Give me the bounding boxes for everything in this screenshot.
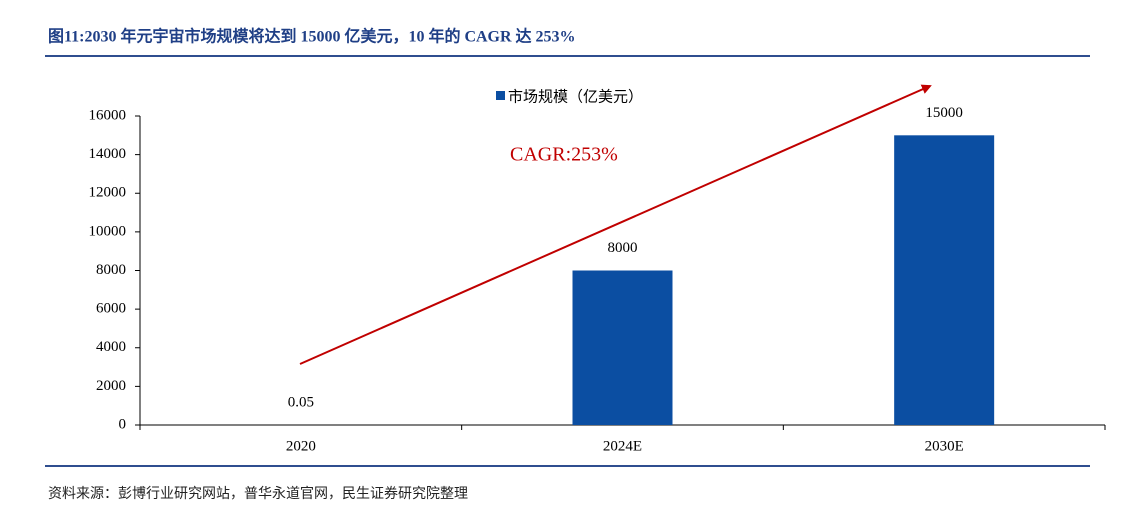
chart-title: 图11:2030 年元宇宙市场规模将达到 15000 亿美元，10 年的 CAG… bbox=[48, 27, 576, 46]
annotation: CAGR:253% bbox=[510, 144, 618, 166]
y-tick-label: 8000 bbox=[96, 262, 126, 278]
bar bbox=[894, 135, 995, 425]
trend-arrow bbox=[299, 84, 932, 365]
value-label: 8000 bbox=[608, 240, 638, 256]
y-tick-label: 12000 bbox=[89, 185, 127, 201]
y-tick-label: 14000 bbox=[89, 146, 127, 162]
y-tick-label: 6000 bbox=[96, 301, 126, 317]
source-note: 资料来源：彭博行业研究网站，普华永道官网，民生证券研究院整理 bbox=[48, 485, 468, 502]
value-label: 0.05 bbox=[288, 394, 314, 410]
legend-swatch bbox=[496, 91, 505, 100]
y-tick-label: 4000 bbox=[96, 339, 126, 355]
bar bbox=[572, 270, 673, 425]
y-tick-label: 2000 bbox=[96, 378, 126, 394]
legend-label: 市场规模（亿美元） bbox=[508, 88, 643, 106]
x-tick-label: 2020 bbox=[286, 438, 316, 454]
y-tick-label: 16000 bbox=[89, 107, 127, 123]
value-label: 15000 bbox=[925, 105, 963, 121]
x-tick-label: 2024E bbox=[603, 438, 642, 454]
y-tick-label: 10000 bbox=[89, 223, 127, 239]
x-tick-label: 2030E bbox=[925, 438, 964, 454]
y-tick-label: 0 bbox=[119, 416, 127, 432]
